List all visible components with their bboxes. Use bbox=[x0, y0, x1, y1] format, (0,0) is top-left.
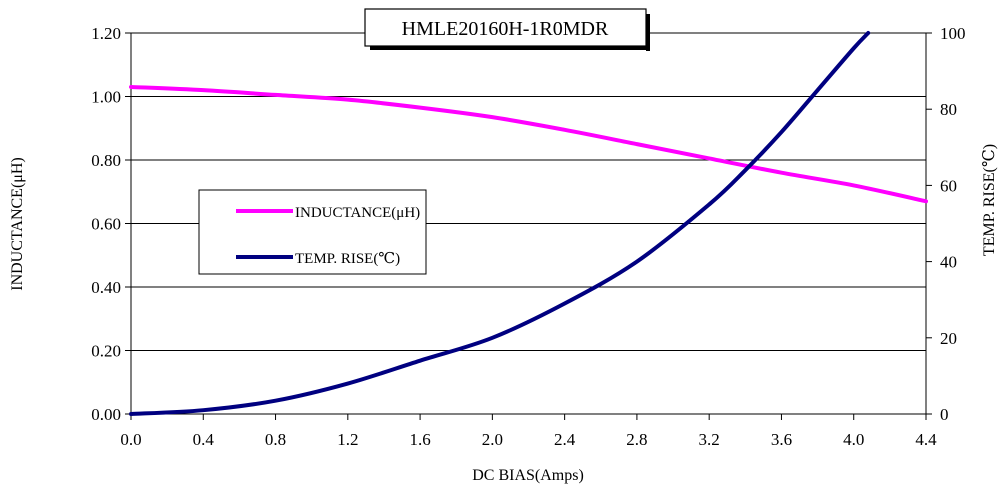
x-tick-label: 4.0 bbox=[843, 430, 864, 449]
y-tick-label: 0.00 bbox=[91, 405, 121, 424]
y2-axis-title: TEMP. RISE(℃) bbox=[981, 144, 998, 256]
y2-tick-label: 60 bbox=[940, 176, 957, 195]
y2-tick-label: 40 bbox=[940, 253, 957, 272]
y2-tick-label: 0 bbox=[940, 405, 949, 424]
x-tick-label: 2.4 bbox=[554, 430, 576, 449]
x-tick-label: 4.4 bbox=[915, 430, 937, 449]
x-tick-label: 0.8 bbox=[265, 430, 286, 449]
legend: INDUCTANCE(μH) TEMP. RISE(℃) bbox=[199, 190, 426, 274]
y2-tick-label: 100 bbox=[940, 24, 966, 43]
y-axis-title: INDUCTANCE(μH) bbox=[9, 157, 26, 291]
x-tick-label: 2.8 bbox=[626, 430, 647, 449]
x-tick-label: 3.6 bbox=[771, 430, 792, 449]
x-axis: 0.0 0.4 0.8 1.2 1.6 2.0 2.4 2.8 3.2 3.6 4.0 4.4 bbox=[120, 414, 937, 449]
x-tick-label: 1.2 bbox=[337, 430, 358, 449]
x-tick-label: 1.6 bbox=[409, 430, 430, 449]
x-tick-label: 0.0 bbox=[120, 430, 141, 449]
y-axis-right: 0 20 40 60 80 100 bbox=[926, 24, 966, 424]
chart-title: HMLE20160H-1R0MDR bbox=[402, 18, 609, 40]
chart-title-box: HMLE20160H-1R0MDR bbox=[365, 9, 650, 51]
y-tick-label: 0.40 bbox=[91, 278, 121, 297]
y-tick-label: 1.20 bbox=[91, 24, 121, 43]
x-tick-label: 0.4 bbox=[193, 430, 215, 449]
y2-tick-label: 20 bbox=[940, 329, 957, 348]
x-tick-label: 3.2 bbox=[699, 430, 720, 449]
y2-tick-label: 80 bbox=[940, 100, 957, 119]
y-tick-label: 0.20 bbox=[91, 342, 121, 361]
x-tick-label: 2.0 bbox=[482, 430, 503, 449]
y-axis-left: 0.00 0.20 0.40 0.60 0.80 1.00 1.20 bbox=[91, 24, 131, 424]
legend-label-inductance: INDUCTANCE(μH) bbox=[295, 205, 420, 221]
y-tick-label: 1.00 bbox=[91, 88, 121, 107]
y-tick-label: 0.80 bbox=[91, 151, 121, 170]
x-axis-title: DC BIAS(Amps) bbox=[472, 467, 584, 484]
legend-label-temp-rise: TEMP. RISE(℃) bbox=[295, 251, 400, 267]
y-tick-label: 0.60 bbox=[91, 215, 121, 234]
